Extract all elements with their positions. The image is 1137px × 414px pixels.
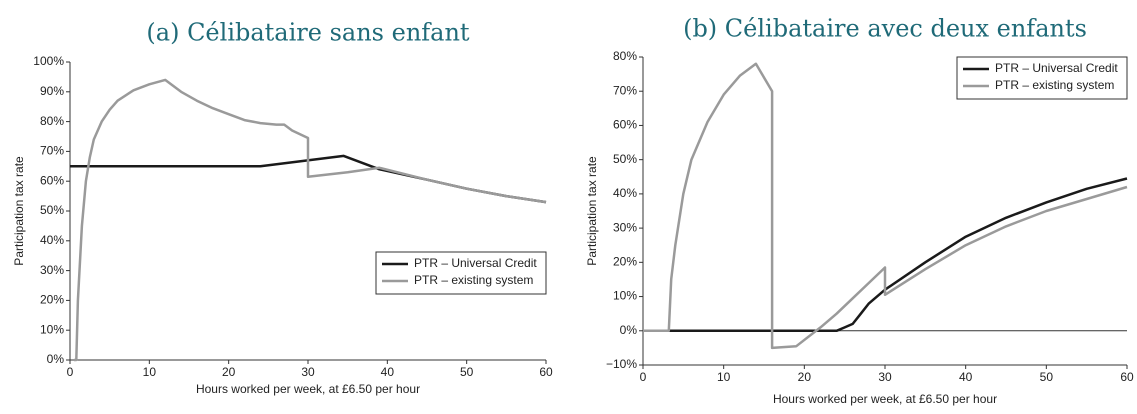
y-tick-label: 10%: [613, 289, 637, 303]
x-tick-label: 0: [67, 365, 74, 379]
y-tick-label: 20%: [613, 255, 637, 269]
y-tick-label: 60%: [613, 118, 637, 132]
y-tick-label: 50%: [40, 203, 64, 217]
x-tick-label: 30: [301, 365, 315, 379]
y-tick-label: 20%: [40, 293, 64, 307]
y-tick-label: 80%: [40, 114, 64, 128]
x-axis-label: Hours worked per week, at £6.50 per hour: [773, 392, 997, 406]
chart-title: (b) Célibataire avec deux enfants: [683, 15, 1087, 43]
legend-label: PTR – existing system: [995, 78, 1114, 92]
x-tick-label: 20: [222, 365, 236, 379]
y-tick-label: 40%: [613, 186, 637, 200]
y-tick-label: 70%: [40, 144, 64, 158]
y-tick-label: 10%: [40, 322, 64, 336]
y-tick-label: 60%: [40, 173, 64, 187]
x-tick-label: 0: [640, 370, 647, 384]
y-tick-label: 90%: [40, 84, 64, 98]
y-tick-label: 100%: [33, 54, 64, 68]
y-tick-label: 50%: [613, 152, 637, 166]
y-tick-label: 30%: [40, 263, 64, 277]
y-tick-label: 0%: [620, 323, 638, 337]
chart-title: (a) Célibataire sans enfant: [146, 19, 470, 47]
y-tick-label: 30%: [613, 220, 637, 234]
y-tick-label: 80%: [613, 49, 637, 63]
x-tick-label: 50: [1040, 370, 1054, 384]
x-tick-label: 40: [381, 365, 395, 379]
legend-label: PTR – existing system: [414, 273, 533, 287]
y-tick-label: 70%: [613, 83, 637, 97]
y-tick-label: −10%: [606, 357, 637, 371]
x-axis-label: Hours worked per week, at £6.50 per hour: [196, 382, 420, 396]
y-tick-label: 40%: [40, 233, 64, 247]
legend-box: [375, 251, 547, 295]
y-axis-label: Participation tax rate: [585, 156, 599, 266]
x-tick-label: 10: [143, 365, 157, 379]
legend-label: PTR – Universal Credit: [414, 256, 537, 270]
y-tick-label: 0%: [47, 352, 65, 366]
series-line: [643, 62, 1128, 350]
legend-box: [956, 56, 1128, 100]
x-tick-label: 30: [878, 370, 892, 384]
x-tick-label: 10: [717, 370, 731, 384]
x-tick-label: 20: [798, 370, 812, 384]
x-tick-label: 60: [1120, 370, 1134, 384]
legend-label: PTR – Universal Credit: [995, 61, 1118, 75]
x-tick-label: 40: [959, 370, 973, 384]
series-line: [74, 78, 547, 362]
x-tick-label: 60: [539, 365, 553, 379]
x-tick-label: 50: [460, 365, 474, 379]
series-line: [643, 177, 1128, 333]
y-axis-label: Participation tax rate: [12, 156, 26, 266]
